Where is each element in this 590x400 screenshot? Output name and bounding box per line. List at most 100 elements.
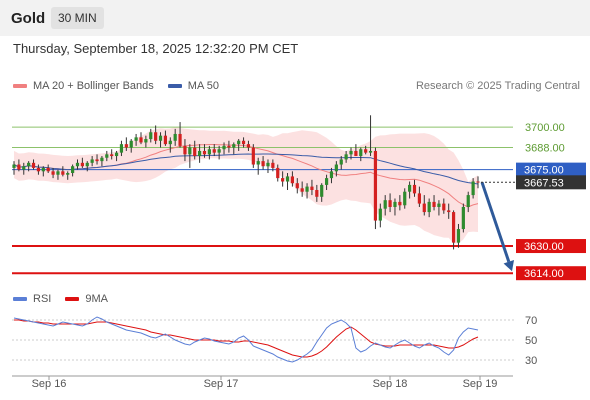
candle (271, 159, 275, 172)
candle-body (334, 164, 338, 172)
candle (451, 210, 456, 250)
candle-body (320, 184, 324, 197)
candle (173, 128, 177, 146)
legend-swatch-ma20 (13, 84, 27, 88)
candle-body (80, 162, 84, 167)
candle (134, 133, 138, 146)
candle (27, 161, 31, 172)
candle (471, 178, 475, 199)
candle-body (412, 184, 417, 194)
candle (129, 139, 133, 153)
candle (158, 132, 163, 148)
candle-body (285, 176, 290, 182)
x-tick-label: Sep 19 (463, 378, 498, 390)
candle (149, 128, 153, 143)
candle-body (144, 139, 148, 143)
candle (476, 176, 480, 189)
candle-body (17, 164, 21, 170)
candle-body (393, 201, 397, 207)
timeframe-badge[interactable]: 30 MIN (51, 7, 104, 29)
candle (85, 161, 89, 172)
rsi-tick-label: 50 (525, 335, 537, 347)
candle-body (339, 159, 343, 165)
candle (75, 159, 80, 170)
candle-body (227, 145, 231, 148)
candle (90, 156, 94, 167)
candle-body (417, 193, 421, 204)
candle (163, 130, 168, 146)
candle (80, 157, 84, 168)
level-label-0: 3700.00 (525, 122, 565, 134)
candle-body (305, 186, 309, 192)
level-label-3: 3630.00 (524, 241, 564, 253)
price-levels (12, 126, 513, 275)
candle (295, 178, 299, 194)
candle-body (300, 188, 304, 192)
bollinger-bands (14, 127, 478, 244)
x-axis: Sep 16 Sep 17 Sep 18 Sep 19 (12, 375, 513, 390)
candle-body (422, 203, 426, 213)
level-labels: 3700.00 3688.00 3675.00 3630.00 3614.00 3667.… (481, 122, 586, 281)
candle-body (95, 159, 99, 162)
candlesticks (12, 115, 480, 250)
candle-body (178, 133, 182, 146)
candle (329, 167, 334, 184)
candle (383, 195, 387, 216)
candle (222, 142, 226, 155)
candle-body (193, 147, 197, 157)
candle (139, 132, 143, 145)
candle-body (456, 229, 461, 243)
candle-body (349, 150, 353, 155)
candle-body (207, 149, 211, 155)
candle-body (46, 167, 50, 172)
candle-body (232, 144, 236, 148)
candle (437, 200, 441, 216)
candle-body (61, 171, 65, 175)
candle-body (129, 140, 133, 148)
candle (334, 161, 338, 177)
candle (51, 167, 55, 179)
candle (466, 191, 470, 213)
candle (447, 203, 451, 219)
candle (344, 150, 348, 163)
candle (300, 181, 304, 197)
candle (461, 203, 465, 233)
candle-body (447, 210, 451, 213)
bollinger-band-fill (14, 127, 478, 244)
candle (398, 195, 402, 211)
candle-body (246, 144, 251, 148)
candle-body (183, 145, 187, 155)
candle-body (310, 186, 314, 190)
candle (305, 183, 309, 199)
candle (144, 135, 148, 148)
candle (217, 145, 221, 160)
candle-body (398, 201, 402, 206)
candle (324, 174, 329, 190)
candle-body (364, 149, 368, 153)
candle-body (139, 137, 143, 143)
candle (61, 166, 65, 177)
candle (232, 142, 236, 155)
candle-body (251, 147, 255, 165)
candle (403, 188, 407, 209)
candle-body (427, 201, 431, 213)
candle-body (217, 149, 221, 153)
legend-label-rsi: RSI (33, 293, 52, 305)
candle (393, 198, 397, 216)
candle-body (202, 150, 207, 155)
candle (359, 147, 363, 162)
x-tick-label: Sep 17 (204, 378, 239, 390)
x-tick-label: Sep 16 (32, 378, 67, 390)
forecast-arrowhead (503, 259, 515, 272)
candle-body (315, 190, 319, 197)
candle-body (222, 145, 226, 150)
x-tick-label: Sep 18 (373, 378, 408, 390)
candle-body (198, 150, 202, 157)
candle-body (188, 147, 192, 155)
candle-body (114, 152, 119, 157)
candle (178, 122, 182, 148)
forecast-arrow-shaft (480, 181, 511, 263)
candle (432, 195, 436, 211)
candle-body (241, 140, 246, 145)
